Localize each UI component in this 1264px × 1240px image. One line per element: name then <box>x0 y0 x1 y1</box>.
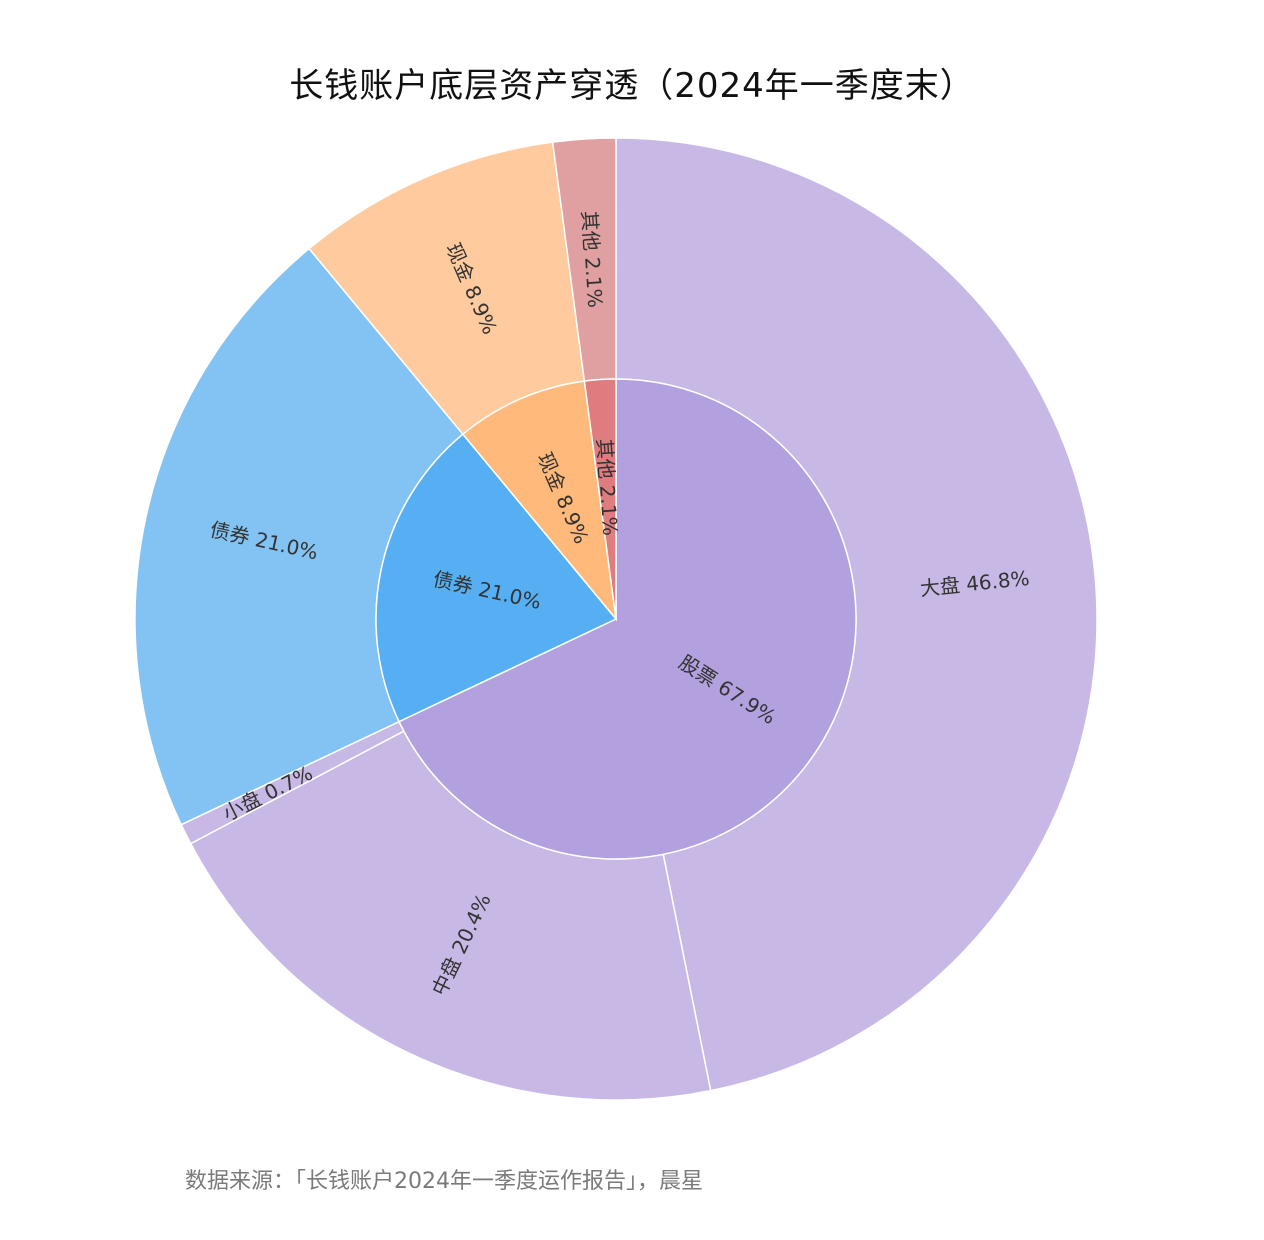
inner-slice-3 <box>583 378 617 620</box>
data-source-note: 数据来源：「长钱账户2024年一季度运作报告」，晨星 <box>185 1169 703 1194</box>
inner-slice-1 <box>375 433 618 723</box>
inner-ring <box>375 378 857 860</box>
inner-slice-2 <box>461 380 618 622</box>
inner-slice-0 <box>398 378 857 860</box>
chart-title: 长钱账户底层资产穿透（2024年一季度末） <box>289 66 975 106</box>
